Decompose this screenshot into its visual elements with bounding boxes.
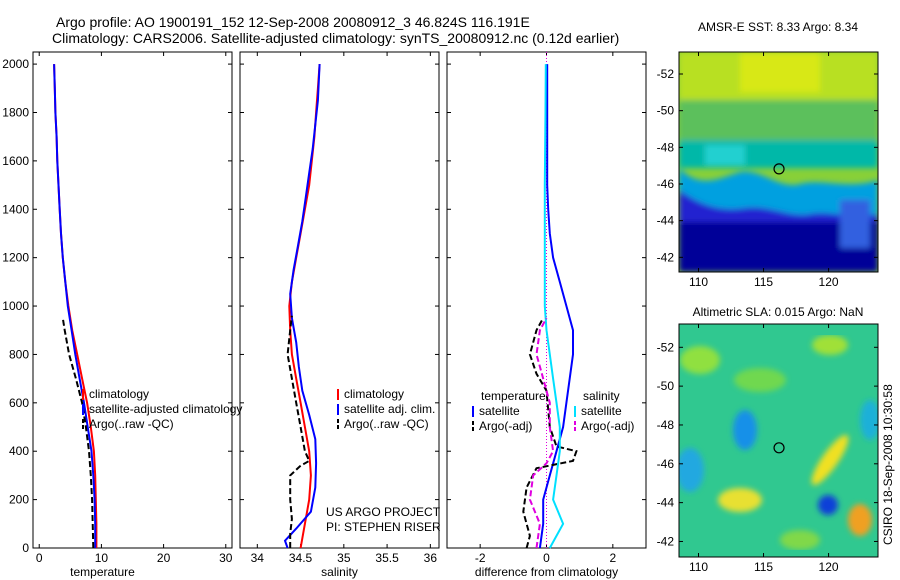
legend-label: Argo(-adj): [581, 419, 634, 433]
x-tick-label: 36: [424, 551, 438, 565]
y-tick-label: -42: [657, 250, 675, 264]
y-tick-label: -52: [657, 67, 675, 81]
axes-frame-3: [678, 51, 879, 273]
legend-label: Argo(-adj): [479, 419, 532, 433]
legend-label: climatology: [344, 387, 404, 401]
y-tick-label: -50: [657, 104, 675, 118]
x-tick-label: 120: [819, 275, 839, 289]
x-tick-label: 2: [609, 551, 616, 565]
x-tick-label: 30: [219, 551, 233, 565]
y-tick-label: -44: [657, 214, 675, 228]
sla-map: [679, 324, 878, 557]
x-tick-label: 115: [754, 275, 773, 289]
x-axis-label: difference from climatology: [475, 565, 618, 579]
argo-location-marker: [773, 442, 785, 454]
y-tick-label: 1400: [2, 202, 29, 216]
legend-header: temperature: [481, 389, 546, 403]
series-line-salinity-satellite: [543, 64, 565, 549]
y-tick-label: 1000: [2, 299, 29, 313]
axes-frame-1: [239, 51, 440, 549]
figure-title-line1: Argo profile: AO 1900191_152 12-Sep-2008…: [56, 14, 530, 30]
legend-label: Argo(..raw -QC): [89, 417, 174, 431]
y-tick-label: -48: [657, 140, 675, 154]
x-tick-label: 35: [337, 551, 351, 565]
legend-label: satellite: [479, 404, 520, 418]
legend-label: satellite-adjusted climatology: [89, 402, 242, 416]
x-axis-label: temperature: [70, 565, 135, 579]
y-tick-label: -42: [657, 534, 675, 548]
x-tick-label: 34: [251, 551, 265, 565]
axes-frame-0: [32, 51, 233, 549]
x-axis-label: salinity: [321, 565, 358, 579]
y-tick-label: 1800: [2, 105, 29, 119]
x-tick-label: 34.5: [289, 551, 313, 565]
timestamp-caption: CSIRO 18-Sep-2008 10:30:58: [881, 384, 895, 545]
figure-title-line2: Climatology: CARS2006. Satellite-adjuste…: [52, 30, 620, 46]
y-tick-label: -52: [657, 340, 675, 354]
legend-label: satellite adj. clim.: [344, 402, 435, 416]
y-tick-label: 1200: [2, 251, 29, 265]
y-tick-label: -48: [657, 418, 675, 432]
series-line-temperature-argo-adj-: [522, 317, 578, 549]
x-tick-label: 110: [689, 560, 708, 574]
project-label: US ARGO PROJECT: [326, 505, 441, 519]
legend-header: salinity: [583, 389, 620, 403]
legend-label: Argo(..raw -QC): [344, 417, 429, 431]
pi-label: PI: STEPHEN RISER: [326, 520, 441, 534]
series-line-satellite-adj-clim-: [283, 64, 321, 549]
y-tick-label: -44: [657, 496, 675, 510]
x-tick-label: 35.5: [375, 551, 399, 565]
y-tick-label: 600: [9, 396, 29, 410]
sst-map: [679, 52, 878, 272]
x-tick-label: 10: [95, 551, 109, 565]
x-tick-label: 115: [754, 560, 773, 574]
y-tick-label: -46: [657, 457, 675, 471]
y-tick-label: 1600: [2, 154, 29, 168]
argo-location-marker: [773, 163, 785, 175]
series-line-satellite-adjusted-climatology: [53, 64, 97, 548]
x-tick-label: 110: [689, 275, 708, 289]
axes-frame-4: [678, 323, 879, 558]
y-tick-label: 400: [9, 444, 29, 458]
series-line-temperature-satellite: [538, 64, 574, 549]
legend-label: satellite: [581, 404, 622, 418]
series-line-argo-raw-qc-: [286, 315, 311, 548]
x-tick-label: 20: [157, 551, 171, 565]
x-tick-label: 0: [36, 551, 43, 565]
y-tick-label: 0: [22, 541, 29, 555]
y-tick-label: 800: [9, 347, 29, 361]
x-tick-label: 120: [819, 560, 839, 574]
series-line-salinity-argo-adj-: [528, 317, 555, 549]
legend-label: climatology: [89, 387, 149, 401]
x-tick-label: 0: [543, 551, 550, 565]
sla-map-title: Altimetric SLA: 0.015 Argo: NaN: [692, 305, 864, 319]
series-line-argo-raw-qc-: [61, 317, 95, 549]
y-tick-label: 2000: [2, 57, 29, 71]
x-tick-label: -2: [475, 551, 486, 565]
sst-map-title: AMSR-E SST: 8.33 Argo: 8.34: [697, 20, 859, 34]
y-tick-label: 200: [9, 493, 29, 507]
y-tick-label: -46: [657, 177, 675, 191]
y-tick-label: -50: [657, 379, 675, 393]
